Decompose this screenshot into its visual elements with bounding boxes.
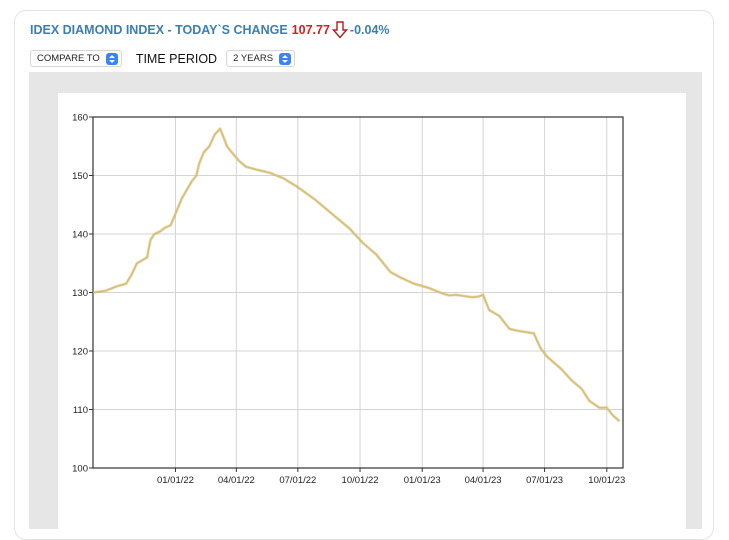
index-value: 107.77 — [291, 23, 330, 37]
time-period-select[interactable]: 2 YEARS — [226, 50, 296, 67]
select-arrows-icon — [279, 52, 292, 65]
chart-controls: COMPARE TO TIME PERIOD 2 YEARS — [30, 50, 296, 67]
time-period-label: TIME PERIOD — [135, 51, 218, 66]
time-period-value: 2 YEARS — [233, 53, 274, 64]
select-arrows-icon — [105, 52, 118, 65]
y-tick-label: 100 — [72, 464, 88, 475]
down-arrow-icon — [331, 21, 348, 39]
compare-to-label: COMPARE TO — [37, 53, 100, 64]
y-tick-label: 160 — [72, 113, 88, 124]
index-title: IDEX DIAMOND INDEX - TODAY`S CHANGE — [30, 23, 288, 37]
y-tick-label: 150 — [72, 171, 88, 182]
series-line — [92, 127, 621, 422]
x-tick-label: 04/01/23 — [465, 475, 502, 486]
x-tick-label: 10/01/22 — [342, 475, 379, 486]
chart-panel — [58, 93, 686, 529]
y-tick-label: 120 — [72, 347, 88, 358]
x-tick-label: 07/01/22 — [279, 475, 316, 486]
price-chart: 100 110 120 130 140 150 160 01/01/22 04/01/22 07/… — [72, 113, 625, 487]
x-tick-label: 07/01/23 — [526, 475, 563, 486]
y-tick-label: 110 — [73, 405, 88, 416]
x-tick-label: 04/01/22 — [218, 475, 255, 486]
x-tick-label: 01/01/22 — [157, 475, 194, 486]
y-tick-label: 140 — [72, 230, 88, 241]
index-header: IDEX DIAMOND INDEX - TODAY`S CHANGE 107.… — [30, 21, 390, 39]
y-tick-label: 130 — [72, 288, 88, 299]
x-tick-label: 01/01/23 — [404, 475, 441, 486]
compare-to-select[interactable]: COMPARE TO — [30, 50, 122, 67]
x-tick-label: 10/01/23 — [588, 475, 625, 486]
series-line-shadow — [92, 127, 621, 423]
index-change-percent: -0.04% — [349, 23, 390, 37]
